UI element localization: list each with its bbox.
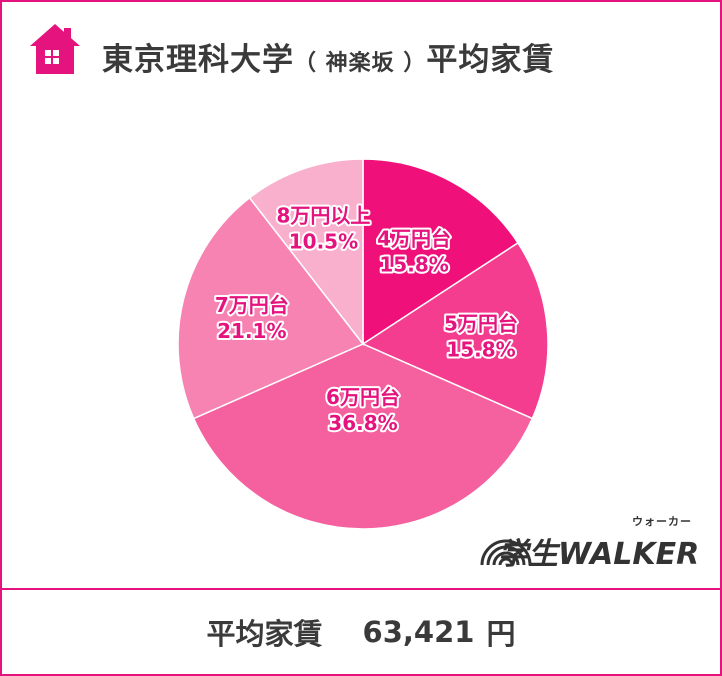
pie-slice (362, 158, 519, 346)
average-rent-footer: 平均家賃 63,421 円 (2, 590, 720, 674)
divider (2, 588, 720, 590)
average-rent-value: 63,421 (362, 615, 475, 649)
house-icon (30, 24, 80, 74)
pie-slice (192, 343, 534, 530)
page-title: 東京理科大学（ 神楽坂 ）平均家賃 (102, 34, 554, 79)
logo-ruby: ウォーカー (632, 515, 692, 528)
slice-percent-label: 15.8% (446, 337, 515, 361)
pie-slice (248, 158, 364, 347)
slice-category-label: 6万円台 (326, 385, 400, 409)
pie-slice (361, 241, 549, 420)
title-tail: 平均家賃 (426, 42, 555, 78)
average-rent-unit: 円 (486, 617, 516, 651)
header: 東京理科大学（ 神楽坂 ）平均家賃 (2, 2, 720, 86)
slice-category-label: 7万円台 (215, 293, 289, 317)
pie-chart: 4万円台15.8%5万円台15.8%6万円台36.8%7万円台21.1%8万円以… (177, 158, 549, 530)
gakusei-walker-logo: ウォーカー 学生WALKER (476, 507, 700, 575)
slice-percent-label: 10.5% (289, 229, 358, 253)
title-paren: （ 神楽坂 ） (294, 51, 427, 76)
rainbow-arc-icon (480, 539, 532, 566)
slice-percent-label: 36.8% (328, 411, 397, 435)
title-main: 東京理科大学 (102, 42, 294, 78)
slice-percent-label: 21.1% (217, 319, 286, 343)
pie-chart-area: 4万円台 15.8% 5万円台 15.8% 6万円台 36.8% 7万円台 21.1% 8万円以… (2, 122, 720, 582)
average-rent-label: 平均家賃 (206, 617, 323, 651)
slice-category-label: 4万円台 (377, 227, 451, 251)
pie-slice (177, 196, 365, 420)
slice-category-label: 8万円以上 (276, 203, 370, 227)
slice-percent-label: 15.8% (379, 253, 448, 277)
slice-category-label: 5万円台 (444, 311, 518, 335)
logo-text: 学生WALKER (498, 537, 700, 572)
